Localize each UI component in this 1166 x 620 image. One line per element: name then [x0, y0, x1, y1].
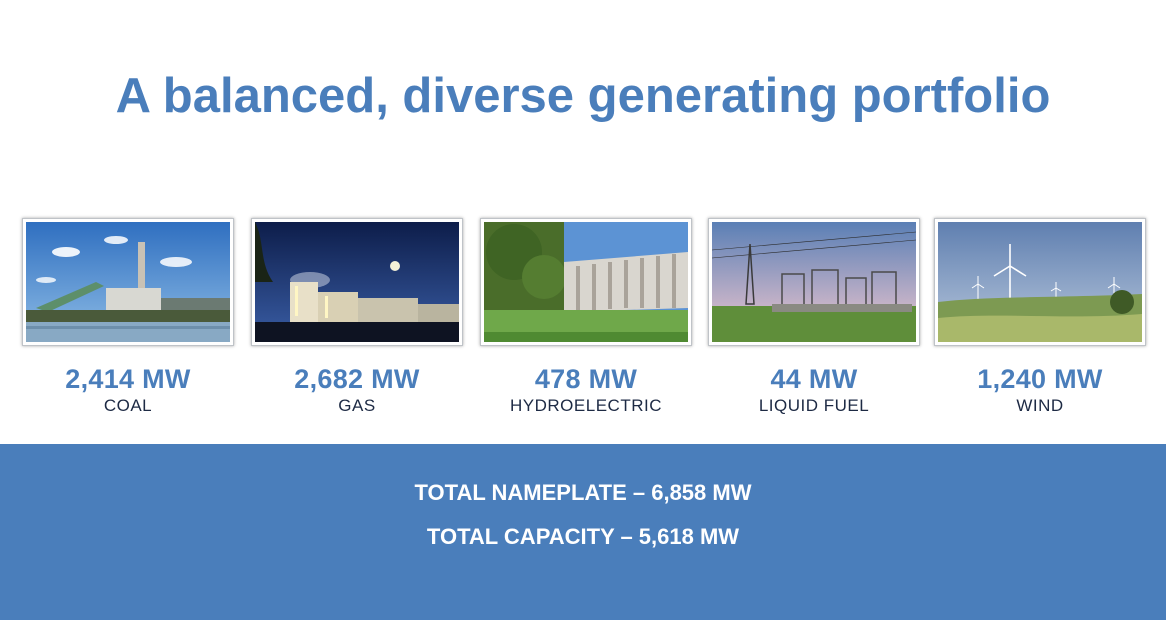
wind-farm-image	[938, 222, 1142, 342]
totals-band: TOTAL NAMEPLATE – 6,858 MW TOTAL CAPACIT…	[0, 444, 1166, 620]
coal-plant-image	[26, 222, 230, 342]
source-card-coal: 2,414 MW COAL	[22, 218, 234, 417]
capacity-mw: 1,240 MW	[977, 364, 1103, 394]
source-label: WIND	[1016, 396, 1064, 415]
wind-farm-photo	[934, 218, 1146, 346]
source-card-liquid-fuel: 44 MW LIQUID FUEL	[708, 218, 920, 417]
total-nameplate: TOTAL NAMEPLATE – 6,858 MW	[414, 480, 752, 505]
page-title: A balanced, diverse generating portfolio	[115, 69, 1051, 123]
gas-plant-image	[255, 222, 459, 342]
liquid-fuel-substation-photo	[708, 218, 920, 346]
source-card-wind: 1,240 MW WIND	[934, 218, 1146, 417]
source-label: LIQUID FUEL	[758, 396, 870, 415]
capacity-mw: 478 MW	[534, 364, 638, 394]
source-label: GAS	[338, 396, 376, 415]
total-capacity: TOTAL CAPACITY – 5,618 MW	[426, 524, 740, 549]
hydroelectric-dam-image	[484, 222, 688, 342]
source-card-hydroelectric: 478 MW HYDROELECTRIC	[480, 218, 692, 417]
capacity-mw: 2,414 MW	[65, 364, 191, 394]
gas-plant-photo	[251, 218, 463, 346]
generation-sources: 2,414 MW COAL	[22, 218, 1152, 418]
source-label: COAL	[103, 396, 153, 415]
coal-plant-photo	[22, 218, 234, 346]
capacity-mw: 44 MW	[770, 364, 858, 394]
capacity-mw: 2,682 MW	[294, 364, 420, 394]
liquid-fuel-substation-image	[712, 222, 916, 342]
source-card-gas: 2,682 MW GAS	[251, 218, 463, 417]
hydroelectric-dam-photo	[480, 218, 692, 346]
source-label: HYDROELECTRIC	[510, 396, 662, 415]
